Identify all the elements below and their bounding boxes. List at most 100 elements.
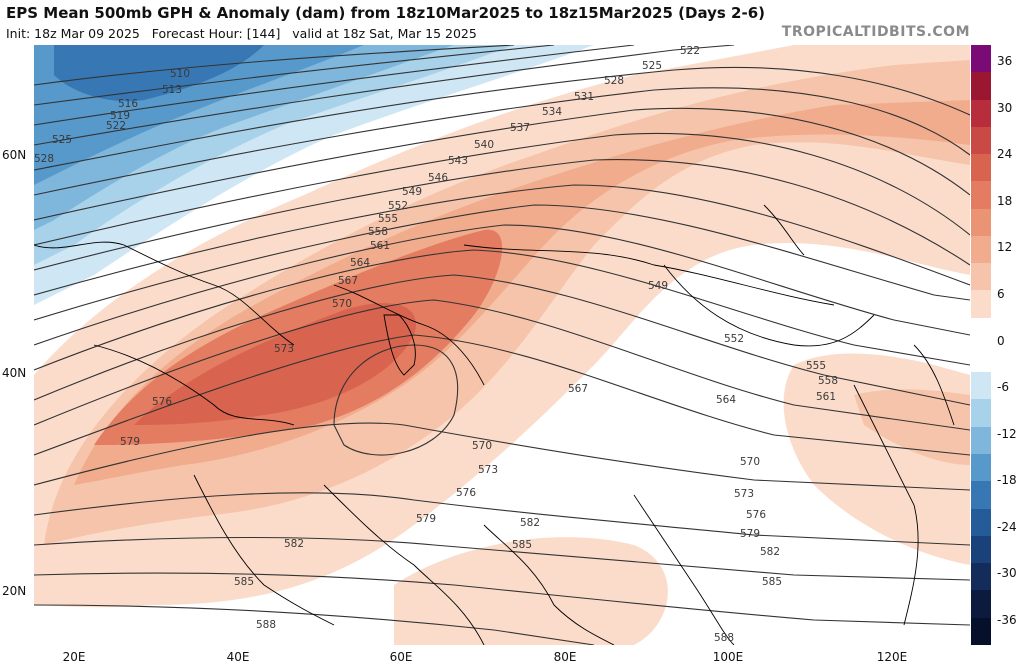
colorbar-swatch: [971, 45, 991, 73]
contour-label: 570: [332, 298, 352, 310]
contour-label: 582: [284, 538, 304, 550]
contour-label: 585: [234, 576, 254, 588]
anomaly-fill-neg-30: [54, 45, 264, 102]
anomaly-fill-south-asia: [394, 537, 668, 645]
colorbar-swatch: [971, 372, 991, 400]
contour-labels: 510 513 516 519 522 525 528 522 525 528 …: [34, 45, 838, 644]
colorbar-swatch: [971, 426, 991, 454]
contour-label: 549: [402, 186, 422, 198]
colorbar-tick-label: -12: [997, 426, 1017, 441]
colorbar-swatch: [971, 508, 991, 536]
contour-label: 588: [256, 619, 276, 631]
contour-label: 534: [542, 106, 562, 118]
contour-label: 573: [734, 488, 754, 500]
colorbar-tick-label: 24: [997, 147, 1013, 162]
contour-label: 558: [818, 375, 838, 387]
contour-label: 558: [368, 226, 388, 238]
colorbar-swatch: [971, 154, 991, 182]
contour-label: 579: [740, 528, 760, 540]
lon-label: 120E: [876, 650, 908, 664]
contour-label: 552: [388, 200, 408, 212]
forecast-hour: Forecast Hour: [144]: [151, 26, 281, 41]
lon-label: 100E: [712, 650, 744, 664]
contour-label: 543: [448, 155, 468, 167]
lon-label: 80E: [553, 650, 577, 664]
contour-label: 561: [370, 240, 390, 252]
contour-label: 582: [520, 517, 540, 529]
contour-label: 576: [456, 487, 476, 499]
contour-label: 540: [474, 139, 494, 151]
anomaly-colorbar: [971, 45, 991, 645]
contour-label: 555: [806, 360, 826, 372]
colorbar-swatch: [971, 399, 991, 427]
contour-label: 564: [350, 257, 370, 269]
contour-label: 555: [378, 213, 398, 225]
colorbar-tick-label: -18: [997, 473, 1017, 488]
map-title: EPS Mean 500mb GPH & Anomaly (dam) from …: [6, 4, 766, 22]
colorbar-swatch: [971, 263, 991, 291]
contour-label: 567: [568, 383, 588, 395]
contour-label: 549: [648, 280, 668, 292]
contour-label: 570: [740, 456, 760, 468]
contour-label: 516: [118, 98, 138, 110]
lon-label: 60E: [389, 650, 413, 664]
contour-label: 579: [120, 436, 140, 448]
contour-label: 525: [52, 134, 72, 146]
contour-label: 576: [746, 509, 766, 521]
colorbar-tick-label: 12: [997, 240, 1013, 255]
contour-label: 528: [34, 153, 54, 165]
contour-label: 567: [338, 275, 358, 287]
colorbar-tick-label: 30: [997, 100, 1013, 115]
anomaly-fill-east-asia-inner: [854, 389, 970, 465]
lat-label: 20N: [2, 584, 27, 598]
colorbar-tick-label: 6: [997, 286, 1005, 301]
contour-label: 582: [760, 546, 780, 558]
colorbar-swatch: [971, 126, 991, 155]
colorbar-tick-label: -6: [997, 380, 1009, 395]
valid-time: valid at 18z Sat, Mar 15 2025: [292, 26, 477, 41]
coastlines: [34, 204, 955, 645]
contour-label: 585: [762, 576, 782, 588]
anomaly-map: 510 513 516 519 522 525 528 522 525 528 …: [34, 45, 970, 645]
colorbar-tick-label: -30: [997, 566, 1017, 581]
contour-label: 573: [478, 464, 498, 476]
lon-label: 20E: [62, 650, 86, 664]
lon-label: 40E: [226, 650, 250, 664]
map-subtitle: Init: 18z Mar 09 2025 Forecast Hour: [14…: [6, 26, 477, 41]
colorbar-swatch: [971, 99, 991, 127]
colorbar-swatch: [971, 317, 991, 345]
contour-label: 513: [162, 84, 182, 96]
contour-label: 537: [510, 122, 530, 134]
colorbar-swatch: [971, 208, 991, 236]
contour-label: 531: [574, 91, 594, 103]
contour-label: 525: [642, 60, 662, 72]
colorbar-tick-label: 18: [997, 193, 1013, 208]
contour-label: 588: [714, 632, 734, 644]
colorbar-swatch: [971, 563, 991, 591]
contour-label: 546: [428, 172, 448, 184]
colorbar-tick-label: 36: [997, 54, 1013, 68]
contour-label: 579: [416, 513, 436, 525]
colorbar-tick-label: -24: [997, 519, 1017, 534]
colorbar-swatch: [971, 590, 991, 618]
colorbar-swatch: [971, 617, 991, 645]
colorbar-swatch: [971, 290, 991, 318]
colorbar-swatch: [971, 453, 991, 482]
contour-label: 561: [816, 391, 836, 403]
site-brand: TROPICALTIDBITS.COM: [781, 24, 970, 40]
colorbar-tick-label: -36: [997, 613, 1017, 627]
contour-label: 585: [512, 539, 532, 551]
colorbar-swatch: [971, 481, 991, 509]
contour-label: 564: [716, 394, 736, 406]
colorbar-swatch: [971, 72, 991, 100]
colorbar-swatch: [971, 181, 991, 209]
contour-label: 519: [110, 110, 130, 122]
contour-label: 522: [680, 45, 700, 57]
anomaly-fill-pos-30: [134, 303, 416, 425]
contour-label: 552: [724, 333, 744, 345]
contour-label: 510: [170, 68, 190, 80]
colorbar-swatch: [971, 535, 991, 564]
colorbar-swatch: [971, 235, 991, 264]
init-time: Init: 18z Mar 09 2025: [6, 26, 140, 41]
lat-label: 60N: [2, 148, 27, 162]
